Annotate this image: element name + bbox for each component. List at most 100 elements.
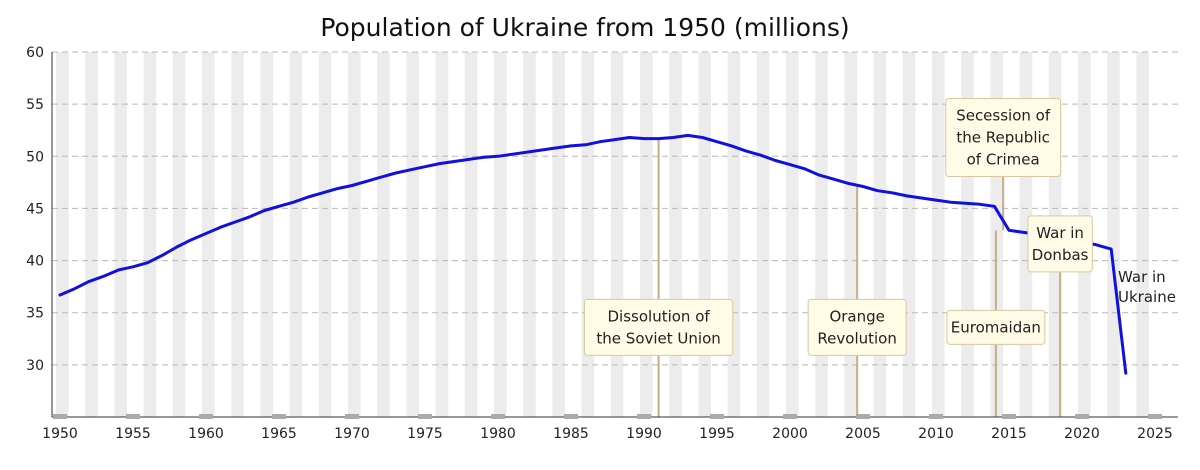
chart-title: Population of Ukraine from 1950 (million… [320,13,849,42]
data-point [993,205,996,208]
data-point [701,136,704,139]
data-point [613,138,616,141]
year-band [56,52,69,417]
x-tick-label: 2025 [1137,426,1173,442]
event-label: the Soviet Union [596,329,720,347]
data-point [774,159,777,162]
axes: 30 35 40 45 50 55 60 1950 1955 1960 1965 1970 1975 19… [26,45,1178,442]
year-band [406,52,419,417]
data-point [482,156,485,159]
year-band [377,52,390,417]
data-point [642,137,646,140]
year-band [289,52,303,417]
data-point [759,154,762,157]
event-label: War in [1036,224,1084,242]
y-tick-label: 35 [26,306,44,322]
data-point [409,168,412,172]
event-label-box [807,298,907,356]
data-point [788,163,792,166]
x-tick-label: 1965 [261,426,297,442]
data-point [657,137,660,140]
year-band [932,52,945,417]
year-band [640,52,653,417]
event-label-box [946,309,1046,345]
y-tick-label: 40 [26,254,44,270]
y-tick-label: 60 [26,45,44,61]
y-tick-label: 45 [26,201,44,217]
x-tick-mark [418,414,432,419]
x-tick-mark [710,414,724,419]
year-band [727,52,741,417]
year-band [348,52,361,417]
x-tick-mark [345,414,359,419]
data-point [219,226,222,229]
data-point [365,180,368,183]
year-band [143,52,157,417]
data-point [263,209,266,212]
year-band [464,52,478,417]
data-point [102,275,106,278]
data-point [190,238,193,241]
x-tick-label: 2000 [772,426,808,442]
x-tick-mark [783,414,797,419]
data-point [672,136,675,139]
event-label-box [1027,215,1093,273]
data-point [88,280,91,283]
year-band [523,52,536,417]
data-point [161,254,164,257]
y-tick-label: 30 [26,358,44,374]
x-tick-mark [272,414,286,419]
x-tick-mark [491,414,505,419]
x-tick-label: 1960 [188,426,224,442]
x-tick-mark [1148,414,1162,419]
data-point [131,265,135,269]
war-in-ukraine-label: War in [1118,268,1166,286]
year-band [786,52,799,417]
x-tick-label: 1980 [480,426,516,442]
data-point [818,173,821,177]
data-point [745,149,748,153]
x-tick-mark [199,414,213,419]
data-point [1007,229,1011,232]
year-band [698,52,711,417]
data-point [277,205,281,208]
year-band [114,52,127,417]
year-band [494,52,507,417]
data-point [628,136,631,139]
x-tick-mark [637,414,651,419]
year-band [202,52,215,417]
x-tick-mark [929,414,943,419]
data-point [467,158,470,161]
data-point [730,144,733,148]
data-point [920,196,923,200]
data-point [175,245,178,249]
data-point [1095,243,1098,247]
data-point [234,220,237,224]
data-point [905,194,908,198]
year-band [873,52,887,417]
year-band [172,52,186,417]
data-point [496,155,500,158]
year-band [260,52,273,417]
data-point [540,148,543,152]
data-point [394,171,397,175]
data-point [146,261,149,264]
year-band [435,52,449,417]
data-point [1022,231,1025,234]
data-point [526,150,529,154]
year-band [844,52,857,417]
population-line [58,133,1128,375]
data-point [453,160,456,163]
data-point [861,185,865,188]
data-point [715,140,719,143]
data-point [1110,247,1113,251]
x-tick-mark [1002,414,1016,419]
data-point [803,167,806,170]
data-point [423,165,427,168]
event-label: Secession of [956,107,1051,125]
event-label-box [945,98,1062,178]
y-tick-label: 50 [26,149,44,165]
data-point [58,293,62,297]
y-tick-label: 55 [26,97,44,113]
data-point [73,287,76,290]
